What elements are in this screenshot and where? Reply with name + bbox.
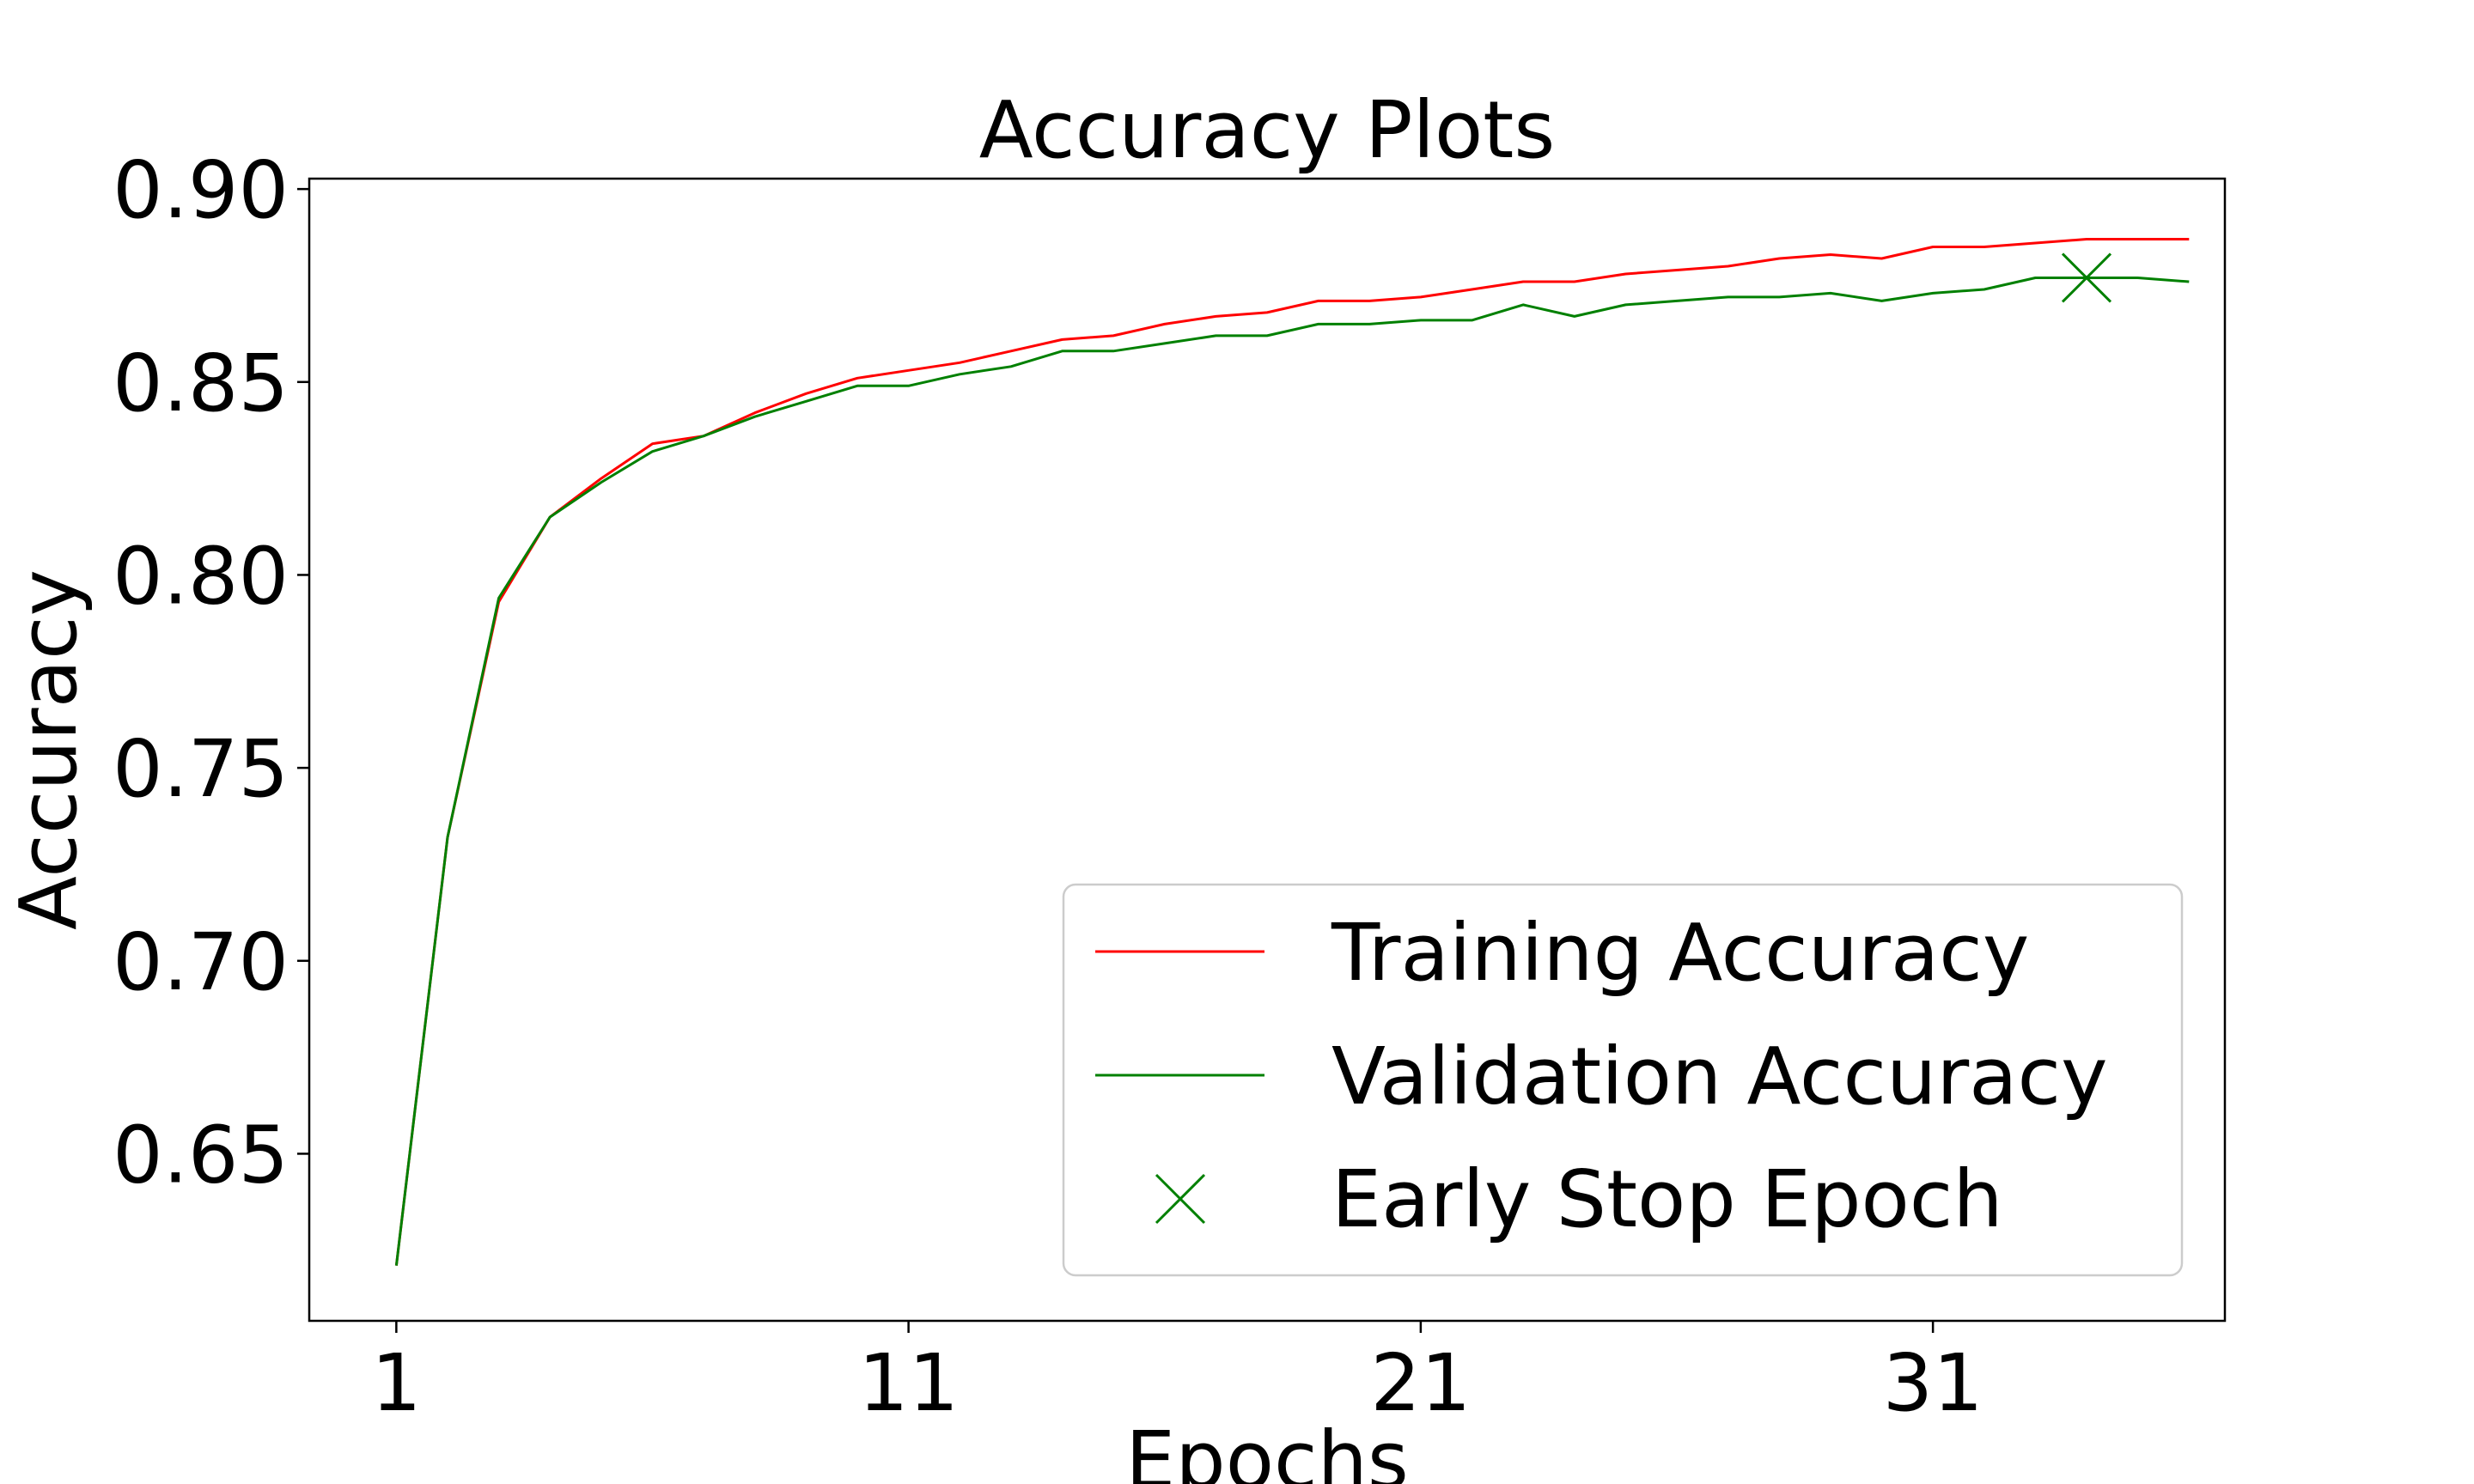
x-tick-label: 11 [858,1337,959,1429]
y-tick-label: 0.85 [113,338,289,429]
legend-label-early-stop: Early Stop Epoch [1331,1153,2003,1245]
legend: Training Accuracy Validation Accuracy Ea… [1062,883,2184,1277]
x-tick-label: 1 [371,1337,422,1429]
x-tick-label: 21 [1370,1337,1471,1429]
chart-title: Accuracy Plots [979,84,1556,176]
y-tick-label: 0.70 [113,916,289,1008]
y-tick-label: 0.75 [113,723,289,815]
plot-frame [308,177,2227,1323]
y-axis-label: Accuracy [3,569,94,930]
y-tick-label: 0.80 [113,530,289,622]
legend-label-validation: Validation Accuracy [1331,1031,2108,1122]
legend-label-training: Training Accuracy [1331,907,2029,999]
x-axis-ticks: 1 11 21 31 [371,1321,1983,1429]
legend-swatch-early-stop-icon [1155,1173,1206,1225]
y-tick-label: 0.90 [113,144,289,236]
y-axis-ticks: 0.65 0.70 0.75 0.80 0.85 0.90 [113,144,309,1201]
plot-area: 1 11 21 31 0.650.700.750.800.850.90 [113,144,2227,1429]
series-lines [394,238,2190,1266]
markers [2061,252,2112,303]
x-axis-label: Epochs [1125,1414,1409,1484]
y-tick-label: 0.65 [113,1109,289,1201]
series-line-validation [394,277,2190,1266]
legend-early-stop-marker [1155,1173,1206,1225]
x-tick-label: 31 [1883,1337,1983,1429]
legend-frame [1062,883,2184,1277]
early-stop-marker [2061,252,2112,303]
